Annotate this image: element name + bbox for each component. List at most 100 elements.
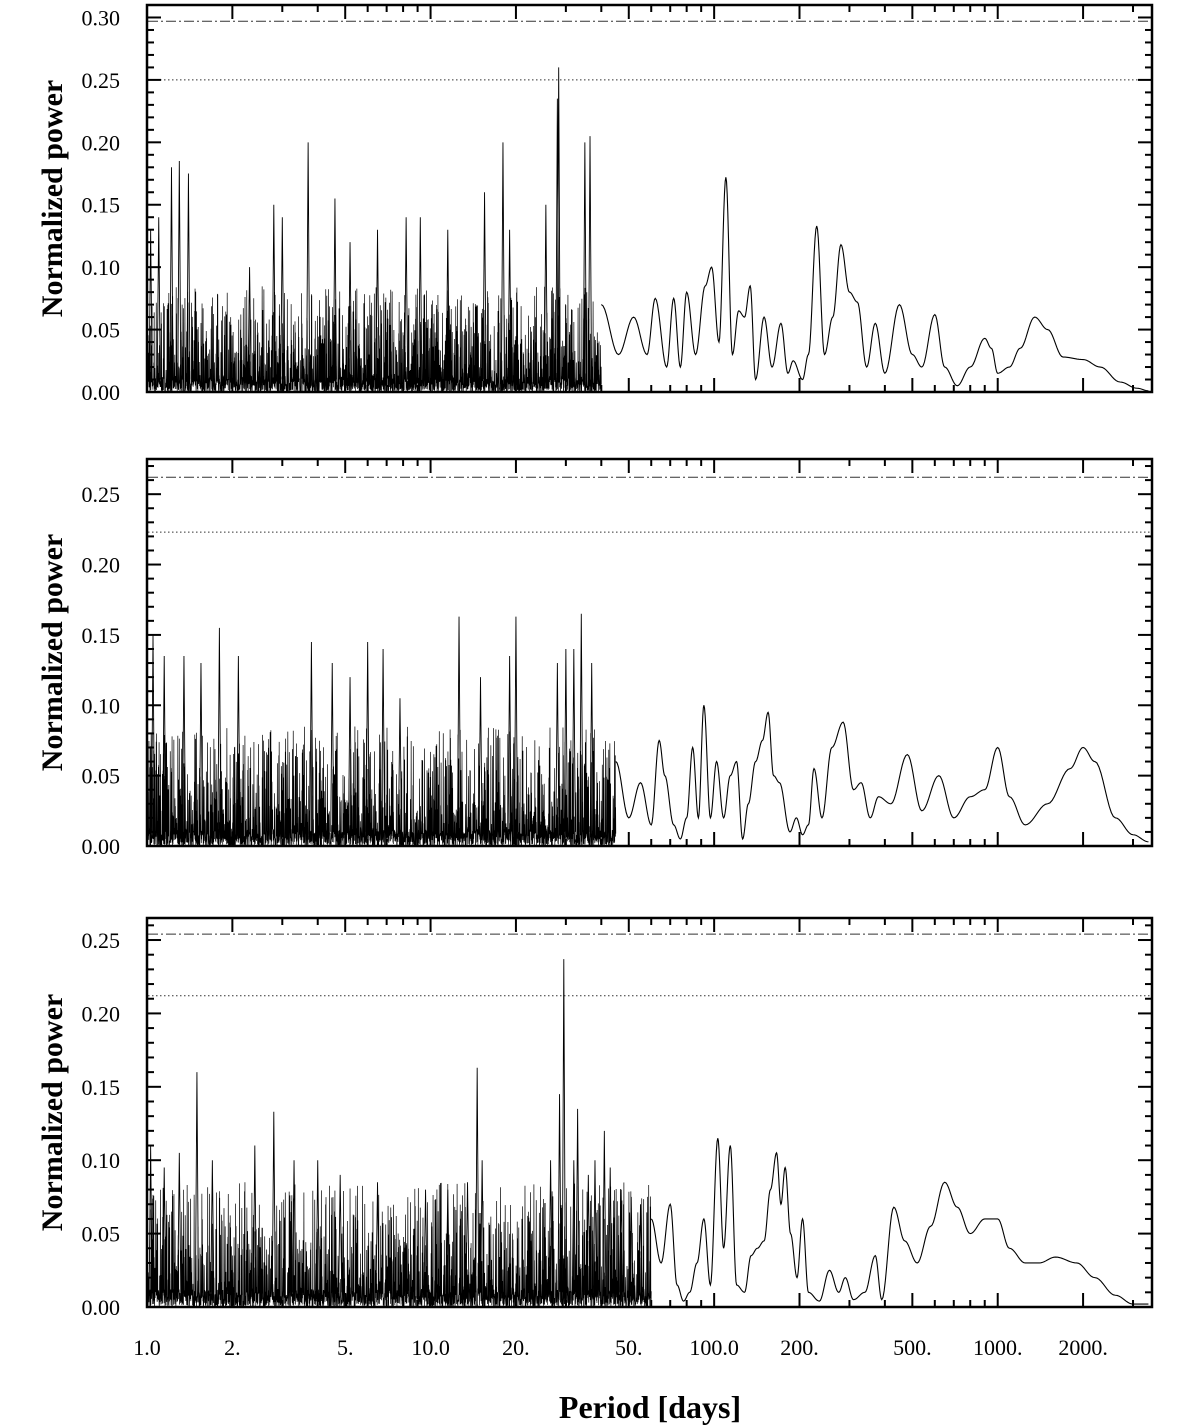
x-tick-label: 20. bbox=[502, 1335, 530, 1360]
periodogram-peak bbox=[563, 648, 568, 832]
y-axis-label: Normalized power bbox=[36, 534, 69, 771]
periodogram-peak bbox=[501, 142, 505, 380]
x-axis-label: Period [days] bbox=[559, 1389, 741, 1425]
y-tick-label: 0.25 bbox=[82, 68, 121, 93]
panel-3: 0.00 0.05 0.10 0.15 0.20 0.25 Normalized power… bbox=[36, 916, 1154, 1360]
x-tick-label: 10.0 bbox=[411, 1335, 450, 1360]
periodogram-peak bbox=[375, 1182, 380, 1293]
panel-1: 0.00 0.05 0.10 0.15 0.20 0.25 0.30 Normalized p… bbox=[36, 3, 1154, 405]
periodogram-peak bbox=[638, 1204, 643, 1293]
y-tick-label: 0.20 bbox=[82, 1001, 121, 1026]
periodogram-peak bbox=[480, 1160, 485, 1293]
y-tick-label: 0.00 bbox=[82, 834, 121, 859]
periodogram-peak bbox=[556, 67, 561, 380]
periodogram-peak bbox=[571, 1160, 576, 1293]
periodogram-peak bbox=[292, 1160, 296, 1293]
plot-frame bbox=[145, 457, 1154, 848]
periodogram-peak bbox=[513, 616, 518, 832]
periodogram-smooth-line bbox=[615, 705, 1149, 843]
periodogram-peak bbox=[482, 192, 487, 380]
periodogram-peak bbox=[194, 1072, 199, 1293]
periodogram-peak bbox=[332, 198, 337, 380]
periodogram-peak bbox=[586, 1174, 591, 1293]
periodogram-peak bbox=[199, 663, 203, 832]
y-tick-label: 0.10 bbox=[82, 1148, 121, 1173]
periodogram-peak bbox=[445, 229, 450, 380]
y-tick-label: 0.20 bbox=[82, 553, 121, 578]
periodogram-peak bbox=[465, 1182, 470, 1293]
periodogram-peak bbox=[315, 1160, 320, 1293]
periodogram-peak bbox=[236, 656, 241, 832]
periodogram-peak bbox=[309, 641, 314, 832]
periodogram-noise bbox=[146, 1182, 652, 1308]
periodogram-peak bbox=[247, 267, 252, 380]
periodogram-peak bbox=[348, 677, 352, 832]
periodogram-peak bbox=[571, 648, 576, 832]
periodogram-peak bbox=[156, 217, 161, 380]
periodogram-noise bbox=[146, 286, 602, 393]
periodogram-peak bbox=[330, 663, 335, 832]
periodogram-peak bbox=[177, 161, 182, 380]
y-tick-label: 0.00 bbox=[82, 380, 121, 405]
periodogram-peak bbox=[252, 1145, 257, 1293]
panel-2: 0.00 0.05 0.10 0.15 0.20 0.25 Normalized power bbox=[36, 457, 1154, 859]
y-tick-label: 0.00 bbox=[82, 1295, 121, 1320]
x-tick-label: 500. bbox=[893, 1335, 932, 1360]
periodogram-peak bbox=[582, 142, 587, 380]
periodogram-peak bbox=[475, 1067, 480, 1293]
plot-frame bbox=[145, 3, 1154, 394]
x-tick-label: 200. bbox=[780, 1335, 819, 1360]
periodogram-peak bbox=[169, 167, 174, 380]
periodogram-peak bbox=[561, 959, 566, 1293]
periodogram-peak bbox=[182, 656, 186, 832]
periodogram-peak bbox=[445, 1189, 450, 1293]
y-axis-label: Normalized power bbox=[36, 80, 69, 317]
periodogram-peak bbox=[557, 1094, 562, 1293]
periodogram-peak bbox=[619, 1189, 624, 1293]
periodogram-peak bbox=[423, 1189, 428, 1293]
x-tick-label: 2000. bbox=[1058, 1335, 1108, 1360]
periodogram-peak bbox=[271, 204, 276, 380]
periodogram-peak bbox=[548, 1160, 553, 1293]
x-tick-label: 50. bbox=[615, 1335, 643, 1360]
y-tick-label: 0.20 bbox=[82, 130, 121, 155]
plot-frame bbox=[145, 916, 1154, 1309]
periodogram-peak bbox=[186, 173, 191, 380]
periodogram-peak bbox=[555, 663, 560, 832]
periodogram-peak bbox=[177, 1152, 182, 1293]
x-tick-label: 1.0 bbox=[133, 1335, 161, 1360]
x-tick-label: 5. bbox=[337, 1335, 354, 1360]
y-tick-label: 0.05 bbox=[82, 764, 121, 789]
y-tick-label: 0.25 bbox=[82, 928, 121, 953]
periodogram-peak bbox=[418, 217, 423, 380]
periodogram-peak bbox=[608, 1167, 613, 1293]
periodogram-noise bbox=[146, 726, 617, 848]
periodogram-peak bbox=[271, 1111, 276, 1293]
periodogram-peak bbox=[210, 1160, 215, 1293]
periodogram-peak bbox=[507, 656, 512, 832]
y-tick-label: 0.15 bbox=[82, 193, 121, 218]
y-axis-label: Normalized power bbox=[36, 994, 69, 1231]
periodogram-peak bbox=[338, 1174, 343, 1293]
periodogram-peak bbox=[589, 663, 594, 832]
periodogram-peak bbox=[365, 641, 370, 832]
periodogram-peak bbox=[593, 1160, 597, 1293]
y-tick-label: 0.10 bbox=[82, 255, 121, 280]
periodogram-peak bbox=[588, 136, 592, 380]
periodogram-peak bbox=[375, 229, 380, 380]
periodogram-peak bbox=[217, 627, 222, 832]
periodogram-peak bbox=[381, 648, 386, 832]
y-tick-label: 0.30 bbox=[82, 5, 121, 30]
x-tick-label: 1000. bbox=[973, 1335, 1023, 1360]
periodogram-peak bbox=[457, 616, 461, 832]
periodogram-smooth-line bbox=[600, 177, 1149, 392]
periodogram-peak bbox=[555, 98, 560, 380]
y-tick-label: 0.25 bbox=[82, 482, 121, 507]
y-tick-label: 0.10 bbox=[82, 693, 121, 718]
periodogram-peak bbox=[543, 204, 548, 380]
periodogram-peak bbox=[162, 656, 167, 832]
periodogram-peak bbox=[579, 613, 584, 832]
y-tick-label: 0.05 bbox=[82, 318, 121, 343]
periodogram-peak bbox=[306, 142, 311, 380]
